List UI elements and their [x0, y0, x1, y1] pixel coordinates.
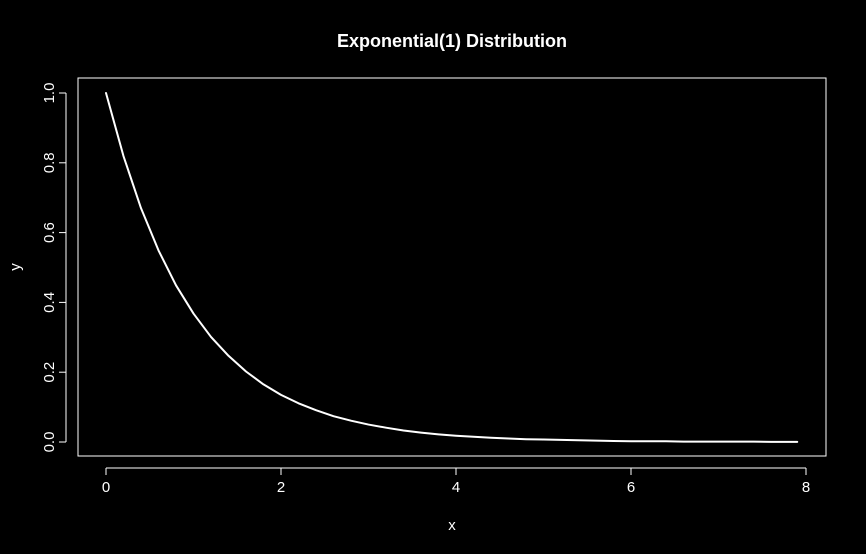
y-tick-label: 0.0 [41, 432, 58, 453]
y-tick-label: 0.2 [41, 362, 58, 383]
x-tick-label: 0 [102, 479, 110, 496]
x-tick-label: 2 [277, 479, 285, 496]
plot-frame [77, 77, 827, 457]
y-tick-label: 0.8 [41, 152, 58, 173]
x-tick-label: 4 [452, 479, 460, 496]
x-tick-label: 6 [627, 479, 635, 496]
y-tick-label: 0.6 [41, 222, 58, 243]
series-line [105, 92, 799, 443]
y-tick-label: 0.4 [41, 292, 58, 313]
x-axis-label: x [448, 517, 456, 534]
y-tick-label: 1.0 [41, 83, 58, 104]
chart-title: Exponential(1) Distribution [337, 31, 567, 51]
y-axis-label: y [7, 263, 24, 271]
x-tick-label: 8 [802, 479, 810, 496]
